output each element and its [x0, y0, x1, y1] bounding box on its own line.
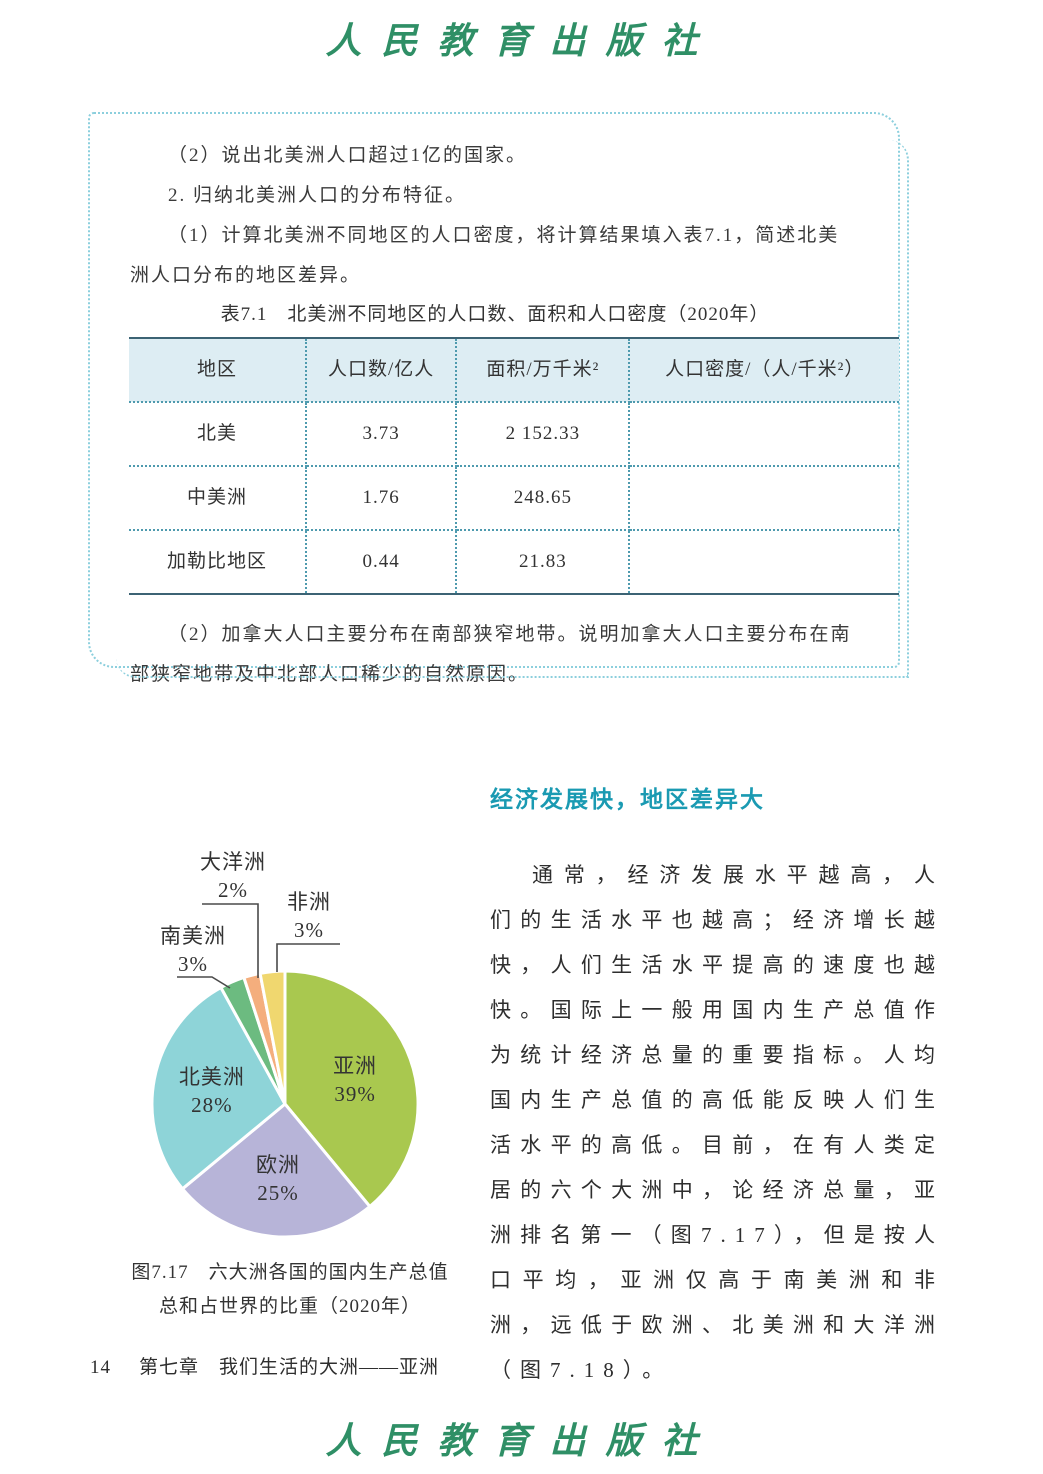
table-cell: 21.83: [456, 530, 631, 594]
population-table: 地区 人口数/亿人 面积/万千米² 人口密度/（人/千米²） 北美 3.73 2 152.…: [129, 337, 899, 595]
chart-caption-line2: 总和占世界的比重（2020年）: [158, 1296, 421, 1317]
activity-item: （1）计算北美洲不同地区的人口密度，将计算结果填入表7.1，简述北美洲人口分布的…: [130, 225, 840, 286]
pie-slice: [181, 1102, 372, 1239]
pie-leader-line: [177, 976, 231, 989]
table-header-cell: 人口数/亿人: [306, 338, 458, 403]
activity-item: （2）说出北美洲人口超过1亿的国家。: [168, 145, 528, 166]
pie-slice: [258, 969, 287, 1106]
table-row: 加勒比地区 0.44 21.83: [129, 530, 899, 594]
pie-chart-svg: 亚洲 39% 欧洲 25%北美洲 28% 南美洲 3% 大洋洲 2% 非洲 3%: [150, 850, 420, 1239]
pie-leader-line: [202, 903, 259, 978]
table-header-cell: 面积/万千米²: [456, 338, 631, 403]
table-cell-empty: [629, 466, 899, 531]
table-row: 中美洲 1.76 248.65: [129, 466, 899, 531]
table-cell: 2 152.33: [456, 402, 631, 467]
table-cell: 1.76: [306, 466, 458, 531]
chart-caption-line1: 图7.17 六大洲各国的国内生产总值: [131, 1262, 449, 1283]
pie-label: 北美洲 28%: [179, 1065, 245, 1117]
section-heading: 经济发展快，地区差异大: [490, 786, 765, 812]
activity-box-content: （2）说出北美洲人口超过1亿的国家。 2. 归纳北美洲人口的分布特征。 （1）计…: [90, 114, 899, 695]
table-cell: 3.73: [306, 402, 458, 467]
chapter-title: 第七章 我们生活的大洲——亚洲: [139, 1357, 440, 1378]
table-caption: 表7.1 北美洲不同地区的人口数、面积和人口密度（2020年）: [220, 304, 770, 325]
publisher-logo-bottom: 人民教育出版社: [325, 1421, 718, 1461]
table-cell: 北美: [129, 402, 308, 467]
table-row: 北美 3.73 2 152.33: [129, 402, 899, 467]
table-cell: 加勒比地区: [129, 530, 308, 594]
table-cell: 中美洲: [129, 466, 308, 531]
pie-label: 亚洲 39%: [333, 1054, 377, 1106]
pie-leader-line: [276, 943, 340, 972]
pie-label: 非洲 3%: [287, 890, 331, 942]
activity-item: （2）加拿大人口主要分布在南部狭窄地带。说明加拿大人口主要分布在南部狭窄地带及中…: [130, 624, 852, 685]
activity-item: 2. 归纳北美洲人口的分布特征。: [168, 185, 467, 206]
activity-box: （2）说出北美洲人口超过1亿的国家。 2. 归纳北美洲人口的分布特征。 （1）计…: [88, 112, 909, 685]
chart-caption: 图7.17 六大洲各国的国内生产总值 总和占世界的比重（2020年）: [95, 1256, 485, 1324]
pie-slice: [150, 986, 287, 1191]
pie-chart: 亚洲 39% 欧洲 25% 北美洲 28% 南美洲 3% 大洋洲 2% 非洲 3%: [100, 845, 480, 1255]
table-cell: 248.65: [456, 466, 631, 531]
table-header-row: 地区 人口数/亿人 面积/万千米² 人口密度/（人/千米²）: [129, 338, 899, 403]
table-header-cell: 地区: [129, 338, 308, 403]
table-cell: 0.44: [306, 530, 458, 594]
section-paragraph: 通常，经济发展水平越高，人们的生活水平也越高；经济增长越快，人们生活水平提高的速…: [490, 863, 944, 1382]
pie-label: 南美洲 3%: [160, 924, 226, 976]
page-footer: 14 第七章 我们生活的大洲——亚洲: [90, 1352, 439, 1379]
publisher-logo-top: 人民教育出版社: [325, 21, 718, 61]
table-cell-empty: [629, 530, 899, 594]
pie-slice: [283, 969, 420, 1208]
table-cell-empty: [629, 402, 899, 467]
table-header-cell: 人口密度/（人/千米²）: [629, 338, 899, 403]
pie-label: 大洋洲 2%: [200, 850, 266, 902]
page-number: 14: [90, 1357, 111, 1378]
pie-label: 欧洲 25%: [256, 1153, 300, 1205]
table-body: 北美 3.73 2 152.33 中美洲 1.76 248.65 加勒比地区 0.44 21.8…: [129, 402, 899, 594]
